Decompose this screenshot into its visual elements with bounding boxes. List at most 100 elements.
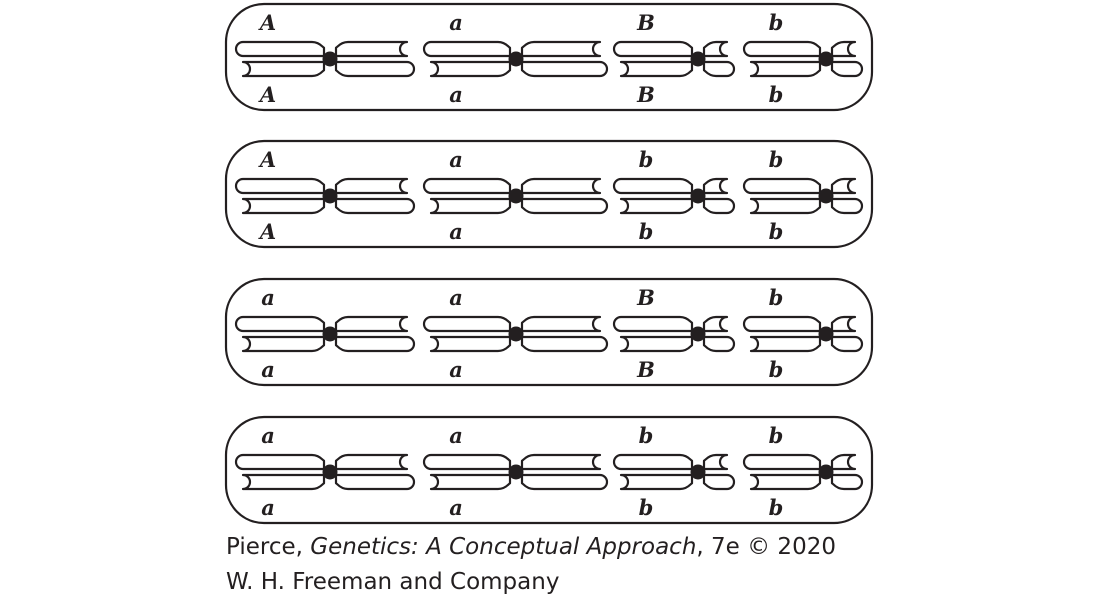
chromatid-arm <box>334 453 409 471</box>
chromatid-arm <box>619 197 694 215</box>
chromatid-arm <box>830 40 857 58</box>
chromosome: bb <box>612 147 736 244</box>
allele-label: A <box>258 10 276 35</box>
chromatid-arm <box>422 40 512 58</box>
allele-label: b <box>639 219 654 244</box>
allele-label: A <box>258 82 276 107</box>
chromatid-arm <box>830 177 857 195</box>
chromatid-arm <box>234 177 326 195</box>
chromatid-arm <box>830 473 864 491</box>
chromosome: BB <box>612 285 736 382</box>
chromatid-arm <box>520 473 609 491</box>
chromatid-arm <box>334 315 409 333</box>
chromatid-arm <box>749 335 822 353</box>
allele-label: b <box>769 10 784 35</box>
allele-label: B <box>636 10 655 35</box>
credit-line-2: W. H. Freeman and Company <box>226 569 560 595</box>
allele-label: a <box>449 357 463 382</box>
chromatid-arm <box>702 315 729 333</box>
allele-label: b <box>769 82 784 107</box>
allele-label: b <box>769 423 784 448</box>
allele-label: a <box>261 357 275 382</box>
allele-label: a <box>449 285 463 310</box>
chromatid-arm <box>612 315 694 333</box>
chromatid-arm <box>334 197 416 215</box>
chromatid-arm <box>612 40 694 58</box>
chromatid-arm <box>429 60 512 78</box>
allele-label: b <box>769 147 784 172</box>
chromosome: AA <box>234 10 416 107</box>
centromere <box>690 51 706 67</box>
chromatid-arm <box>334 40 409 58</box>
chromatid-arm <box>241 473 326 491</box>
chromatid-arm <box>520 40 602 58</box>
chromatid-arm <box>702 473 736 491</box>
chromatid-arm <box>702 60 736 78</box>
chromosome: BB <box>612 10 736 107</box>
allele-label: A <box>258 147 276 172</box>
chromosome: bb <box>742 285 864 382</box>
chromatid-arm <box>234 315 326 333</box>
centromere <box>508 326 524 342</box>
allele-label: a <box>261 423 275 448</box>
chromatid-arm <box>520 335 609 353</box>
centromere <box>818 464 834 480</box>
credit-book-title: Genetics: A Conceptual Approach <box>310 534 697 560</box>
chromosome: bb <box>742 423 864 520</box>
chromatid-arm <box>422 315 512 333</box>
chromatid-arm <box>234 453 326 471</box>
chromatid-arm <box>742 315 822 333</box>
chromatid-arm <box>742 177 822 195</box>
chromatid-arm <box>520 197 609 215</box>
chromosome: AA <box>234 147 416 244</box>
chromatid-arm <box>334 473 416 491</box>
chromatid-arm <box>429 335 512 353</box>
centromere <box>690 188 706 204</box>
chromatid-arm <box>334 177 409 195</box>
allele-label: b <box>639 147 654 172</box>
chromatid-arm <box>702 335 736 353</box>
chromatid-arm <box>241 60 326 78</box>
chromatid-arm <box>334 335 416 353</box>
chromosome: bb <box>742 10 864 107</box>
centromere <box>508 464 524 480</box>
allele-label: b <box>769 219 784 244</box>
centromere <box>322 326 338 342</box>
allele-label: B <box>636 357 655 382</box>
credit-author: Pierce, <box>226 534 311 560</box>
chromatid-arm <box>830 453 857 471</box>
chromatid-arm <box>749 197 822 215</box>
allele-label: a <box>449 423 463 448</box>
centromere <box>322 188 338 204</box>
allele-label: b <box>639 423 654 448</box>
chromosome: aa <box>422 285 609 382</box>
allele-label: a <box>449 495 463 520</box>
allele-label: a <box>261 285 275 310</box>
chromatid-arm <box>241 335 326 353</box>
chromatid-arm <box>520 177 602 195</box>
credit-line-1: Pierce, Genetics: A Conceptual Approach,… <box>226 530 836 565</box>
chromatid-arm <box>830 60 864 78</box>
centromere <box>818 188 834 204</box>
chromatid-arm <box>422 453 512 471</box>
allele-label: a <box>449 10 463 35</box>
chromatid-arm <box>702 40 729 58</box>
chromatid-arm <box>702 453 729 471</box>
centromere <box>690 326 706 342</box>
allele-label: A <box>258 219 276 244</box>
chromatid-arm <box>742 453 822 471</box>
chromatid-arm <box>702 177 729 195</box>
allele-label: b <box>769 285 784 310</box>
allele-label: b <box>769 357 784 382</box>
chromatid-arm <box>830 335 864 353</box>
chromatid-arm <box>429 473 512 491</box>
allele-label: b <box>769 495 784 520</box>
allele-label: b <box>639 495 654 520</box>
chromatid-arm <box>619 473 694 491</box>
centromere <box>818 51 834 67</box>
